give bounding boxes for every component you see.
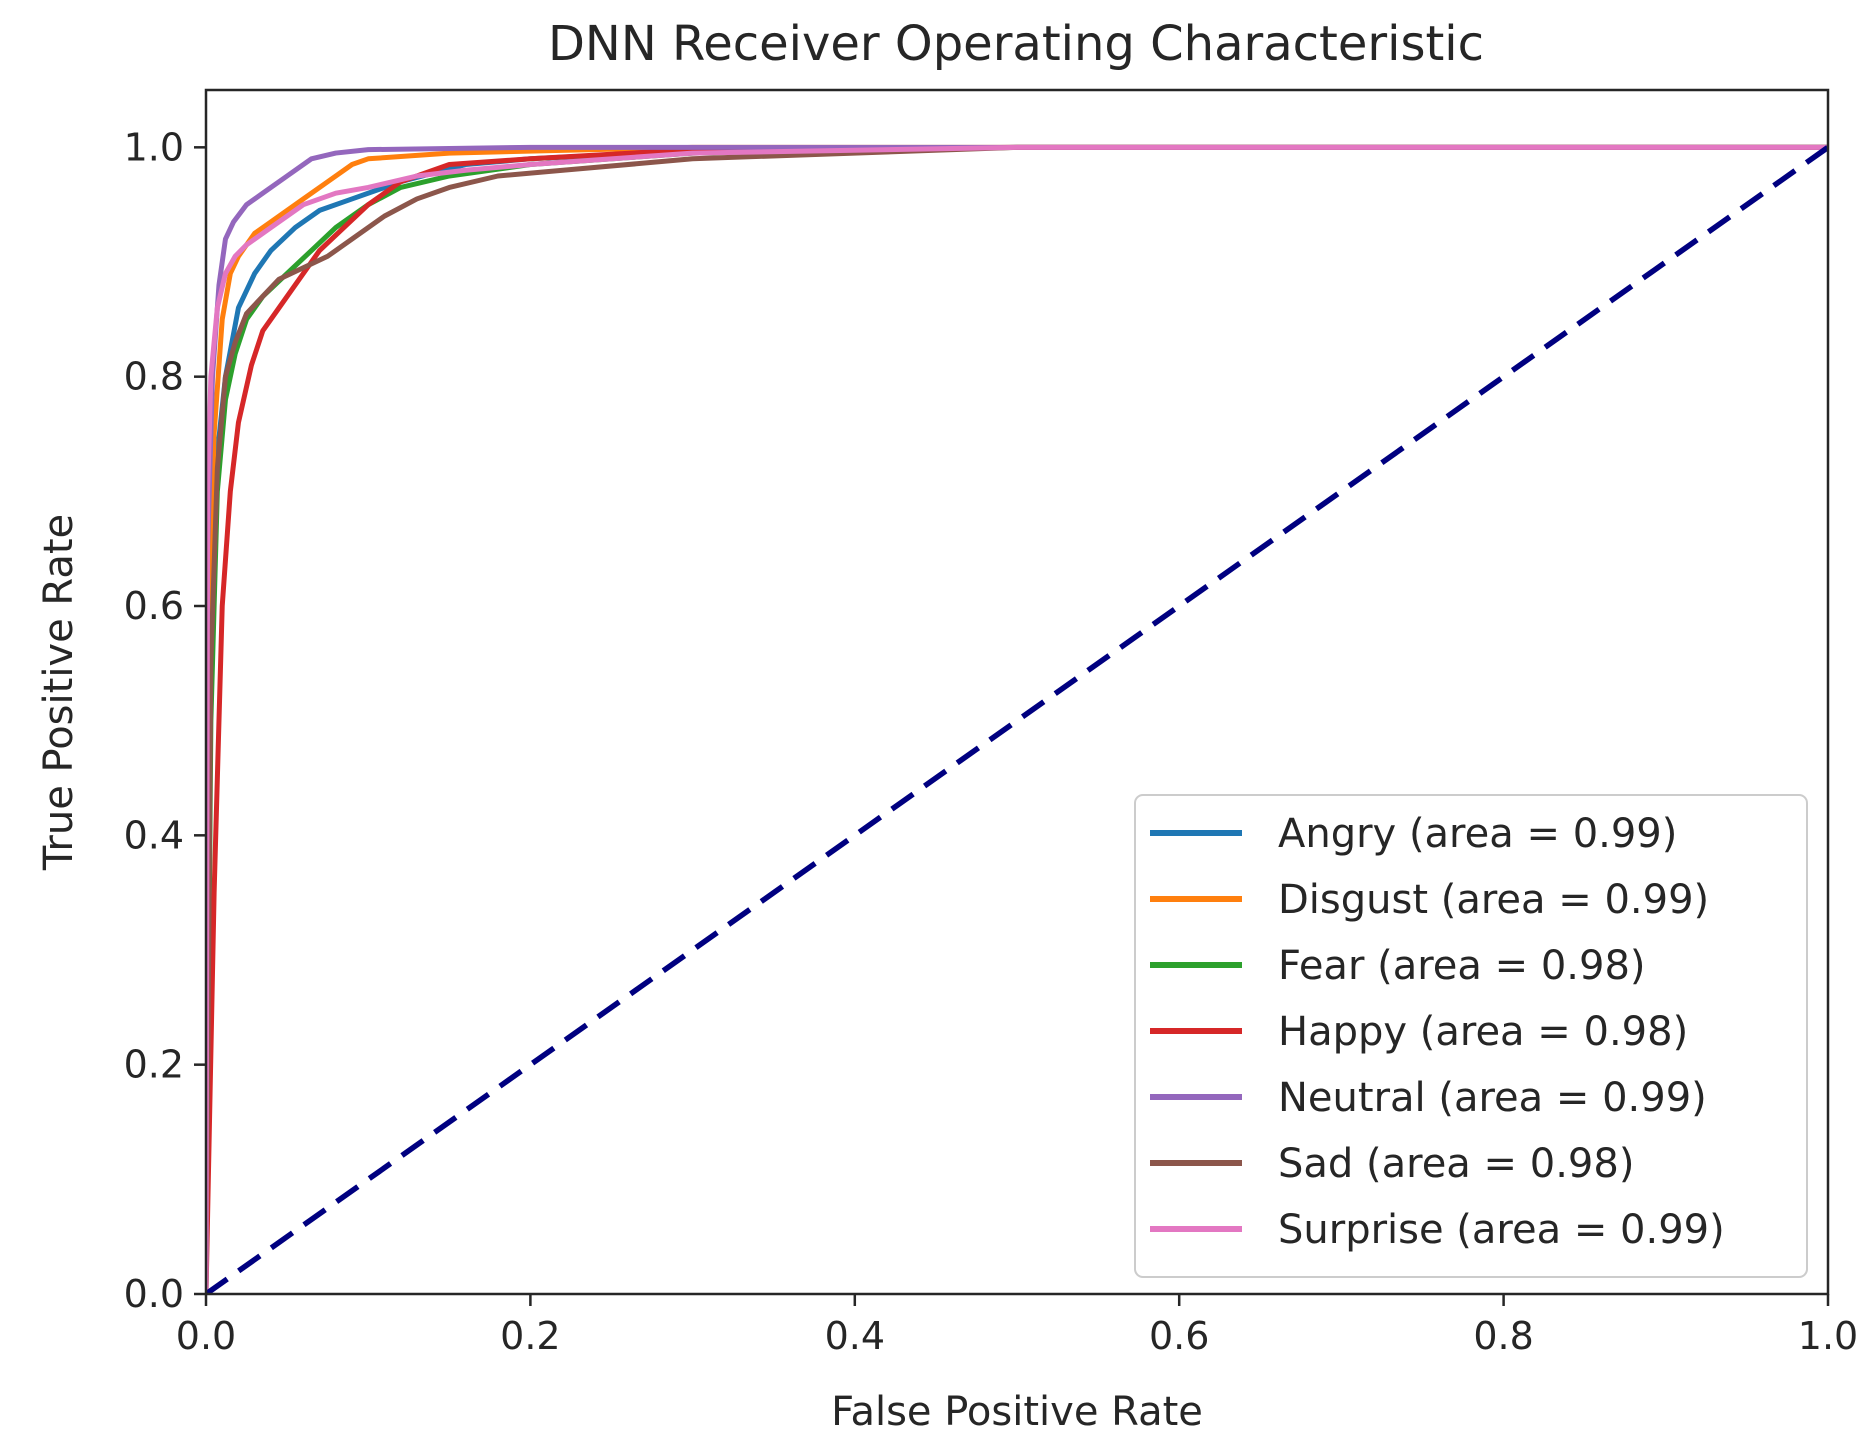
- series-layer: [206, 144, 1828, 1294]
- roc-curve-sad: [206, 144, 1828, 1294]
- legend: Angry (area = 0.99) Disgust (area = 0.99)…: [1134, 794, 1808, 1278]
- x-tick-label: 0.0: [176, 1314, 236, 1358]
- y-axis-label: True Positive Rate: [36, 514, 82, 871]
- x-axis: 0.0 0.2 0.4 0.6 0.8 1.0: [176, 1294, 1858, 1358]
- y-axis: 0.0 0.2 0.4 0.6 0.8 1.0: [124, 125, 206, 1316]
- reference-layer: [206, 145, 1828, 1294]
- chart-title: DNN Receiver Operating Characteristic: [548, 16, 1484, 72]
- legend-label-sad: Sad (area = 0.98): [1278, 1141, 1634, 1187]
- x-tick-label: 0.2: [500, 1314, 560, 1358]
- y-tick-label: 0.2: [124, 1043, 184, 1087]
- legend-label-fear: Fear (area = 0.98): [1278, 943, 1646, 989]
- reference-diagonal-line: [206, 145, 1828, 1294]
- roc-curve-disgust: [206, 144, 1828, 1294]
- y-tick-label: 1.0: [124, 125, 184, 169]
- y-tick-label: 0.6: [124, 584, 184, 628]
- y-tick-label: 0.0: [124, 1272, 184, 1316]
- x-axis-label: False Positive Rate: [831, 1389, 1203, 1435]
- legend-label-neutral: Neutral (area = 0.99): [1278, 1075, 1707, 1121]
- legend-label-angry: Angry (area = 0.99): [1278, 811, 1677, 857]
- roc-curve-surprise: [206, 144, 1828, 1294]
- legend-label-surprise: Surprise (area = 0.99): [1278, 1207, 1725, 1253]
- legend-box: [1134, 794, 1808, 1278]
- x-tick-label: 0.8: [1473, 1314, 1533, 1358]
- legend-label-happy: Happy (area = 0.98): [1278, 1009, 1688, 1055]
- x-tick-label: 0.6: [1149, 1314, 1209, 1358]
- y-tick-label: 0.8: [124, 355, 184, 399]
- y-tick-label: 0.4: [124, 813, 184, 857]
- legend-label-disgust: Disgust (area = 0.99): [1278, 877, 1709, 923]
- x-tick-label: 1.0: [1798, 1314, 1858, 1358]
- x-tick-label: 0.4: [825, 1314, 885, 1358]
- plot-frame: [204, 88, 1830, 1296]
